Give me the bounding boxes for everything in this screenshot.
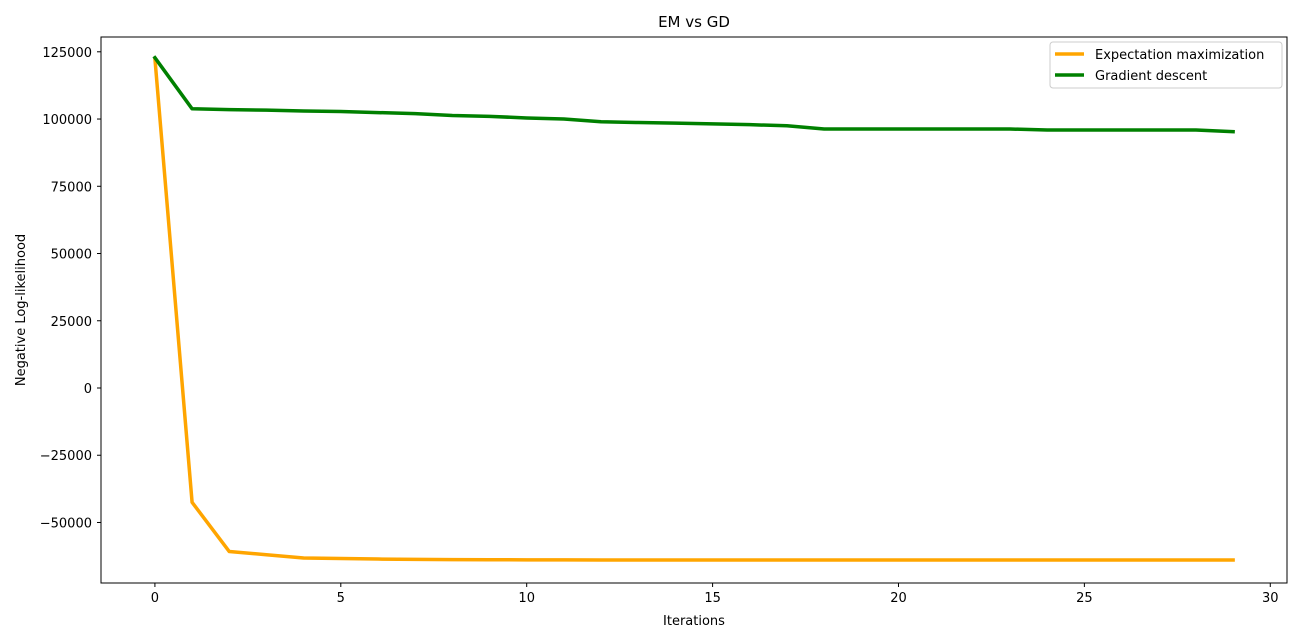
y-tick-label: 25000: [51, 315, 92, 330]
y-tick-label: 0: [84, 382, 92, 397]
series-line-expectation-maximization: [153, 56, 1235, 562]
x-tick-label: 15: [704, 591, 721, 606]
x-tick-label: 10: [518, 591, 535, 606]
y-tick-label: 75000: [51, 180, 92, 195]
legend-label: Expectation maximization: [1095, 48, 1264, 63]
series-line-gradient-descent: [152, 55, 1235, 134]
x-tick-label: 0: [151, 591, 159, 606]
chart-title: EM vs GD: [658, 13, 730, 31]
axes-frame: [100, 36, 1288, 584]
y-tick-label: 50000: [51, 248, 92, 263]
legend: Expectation maximization Gradient descent: [1049, 41, 1283, 89]
y-tick-label: 125000: [42, 46, 92, 61]
legend-label: Gradient descent: [1095, 69, 1207, 84]
x-axis-label: Iterations: [663, 614, 725, 629]
legend-box: [1049, 41, 1283, 89]
x-tick-label: 20: [890, 591, 907, 606]
plot-area: 0 5 10 15 20 25 30 −50000 −25000 0 25000 50000 75000…: [40, 46, 1279, 606]
y-tick-label: −50000: [40, 516, 92, 531]
y-tick-label: −25000: [40, 449, 92, 464]
x-tick-label: 30: [1262, 591, 1279, 606]
x-tick-label: 25: [1076, 591, 1093, 606]
x-tick-label: 5: [337, 591, 345, 606]
y-axis-label: Negative Log-likelihood: [14, 234, 29, 386]
y-tick-label: 100000: [42, 113, 92, 128]
